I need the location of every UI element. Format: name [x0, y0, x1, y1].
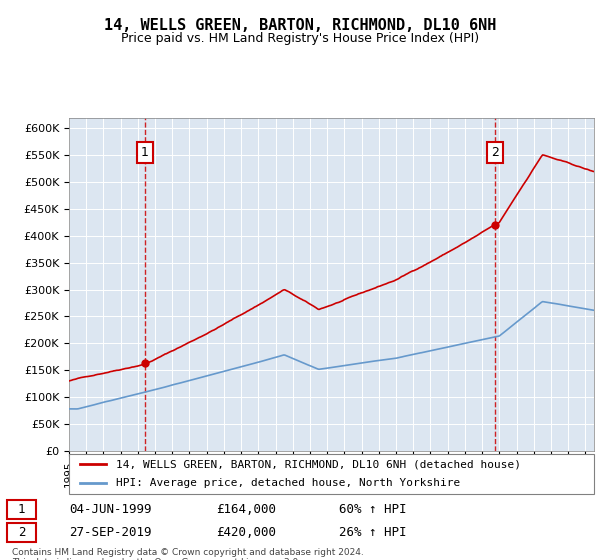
- Text: Price paid vs. HM Land Registry's House Price Index (HPI): Price paid vs. HM Land Registry's House …: [121, 32, 479, 45]
- Text: 04-JUN-1999: 04-JUN-1999: [69, 503, 151, 516]
- Text: 2: 2: [491, 146, 499, 159]
- Text: 1: 1: [141, 146, 149, 159]
- Text: 1: 1: [18, 503, 25, 516]
- FancyBboxPatch shape: [7, 500, 36, 519]
- Text: 2: 2: [18, 526, 25, 539]
- Text: £164,000: £164,000: [216, 503, 276, 516]
- Text: Contains HM Land Registry data © Crown copyright and database right 2024.
This d: Contains HM Land Registry data © Crown c…: [12, 548, 364, 560]
- Text: 60% ↑ HPI: 60% ↑ HPI: [339, 503, 407, 516]
- Text: HPI: Average price, detached house, North Yorkshire: HPI: Average price, detached house, Nort…: [116, 478, 461, 488]
- FancyBboxPatch shape: [69, 454, 594, 494]
- FancyBboxPatch shape: [7, 522, 36, 542]
- Text: 14, WELLS GREEN, BARTON, RICHMOND, DL10 6NH: 14, WELLS GREEN, BARTON, RICHMOND, DL10 …: [104, 18, 496, 33]
- Text: 14, WELLS GREEN, BARTON, RICHMOND, DL10 6NH (detached house): 14, WELLS GREEN, BARTON, RICHMOND, DL10 …: [116, 460, 521, 469]
- Text: £420,000: £420,000: [216, 526, 276, 539]
- Text: 27-SEP-2019: 27-SEP-2019: [69, 526, 151, 539]
- Text: 26% ↑ HPI: 26% ↑ HPI: [339, 526, 407, 539]
